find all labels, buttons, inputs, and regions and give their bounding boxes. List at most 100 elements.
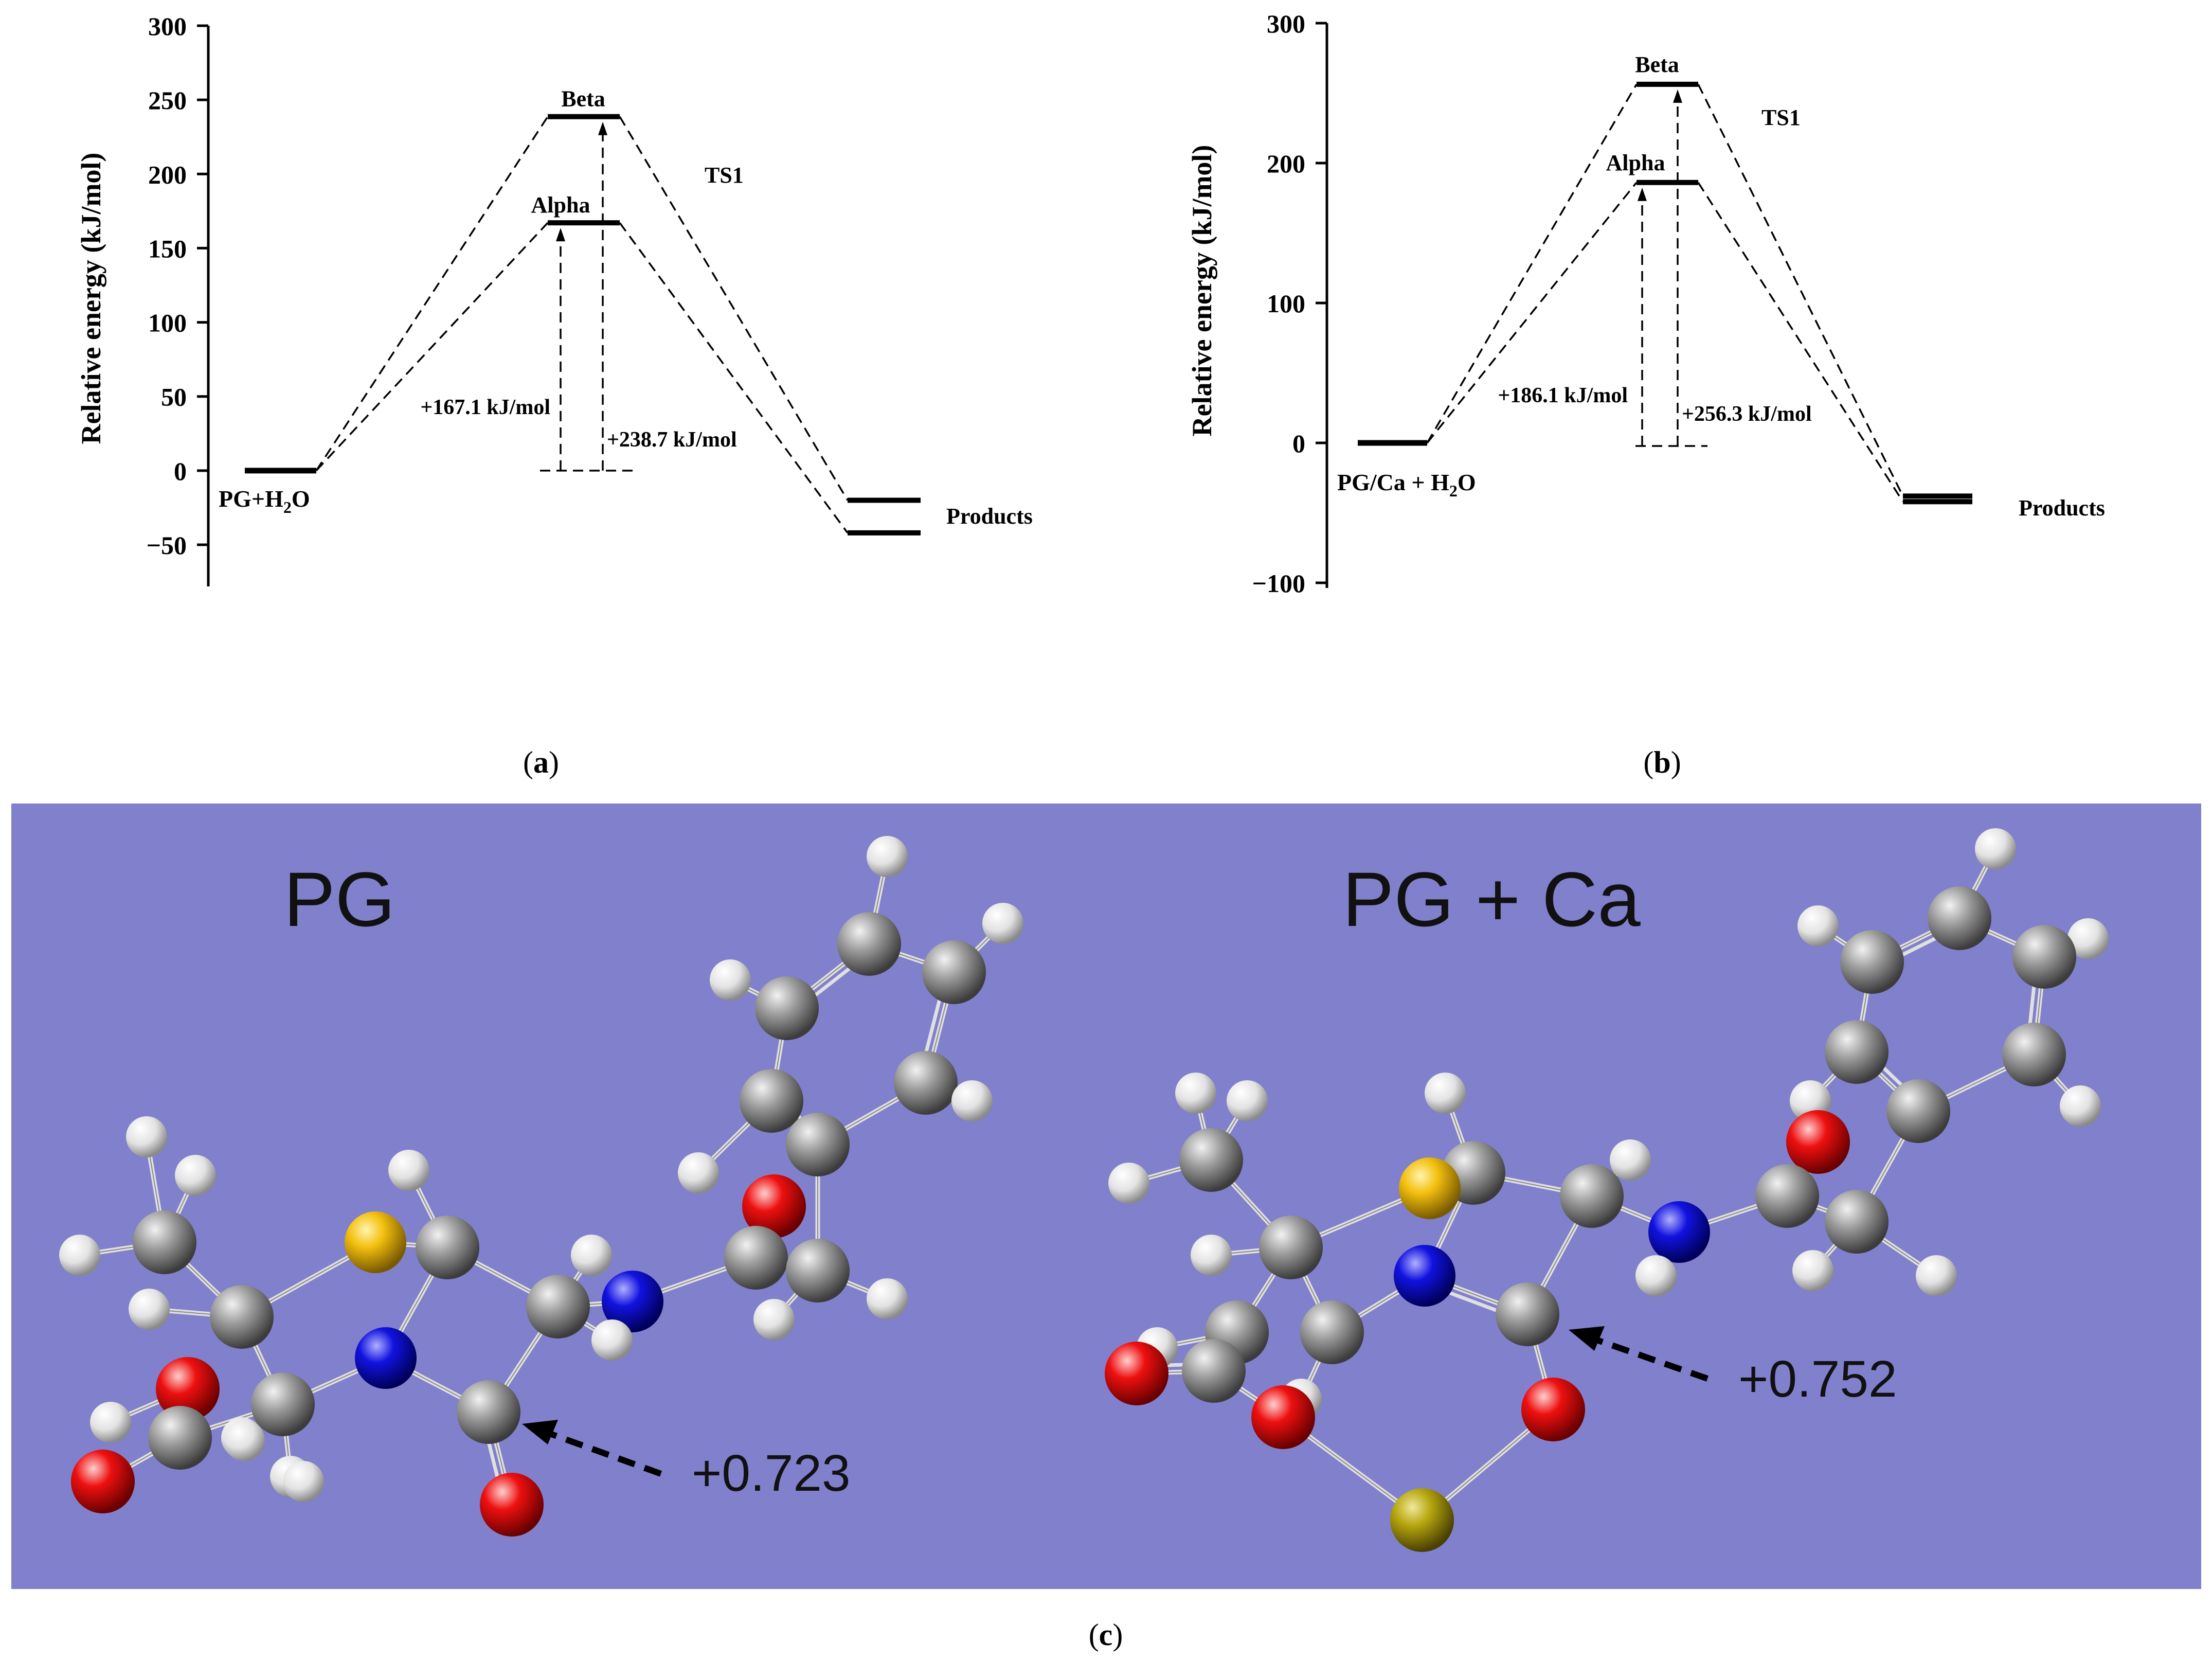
carbon-atom: [1182, 1339, 1246, 1403]
hydrogen-atom: [90, 1402, 131, 1443]
hydrogen-atom: [678, 1152, 719, 1193]
connector-out: [619, 116, 849, 501]
y-axis-label: Relative energy (kJ/mol): [1186, 145, 1217, 437]
hydrogen-atom: [175, 1155, 216, 1196]
hydrogen-atom: [1227, 1080, 1268, 1121]
hydrogen-atom: [388, 1150, 429, 1191]
charge-arrow-right: [1586, 1333, 1709, 1382]
plot-area: PG+H2O Beta Alpha TS1 +167.1 kJ/mol +238.7 kJ…: [219, 86, 1033, 536]
y-tick-label: 100: [148, 309, 187, 337]
carbon-atom: [2002, 1023, 2066, 1086]
oxygen-atom: [1786, 1110, 1850, 1174]
barrier-label-alpha: +167.1 kJ/mol: [420, 396, 550, 419]
charge-arrowhead-right: [1569, 1326, 1605, 1351]
left-charge-label: +0.723: [692, 1444, 851, 1502]
left-molecule-title: PG: [284, 856, 395, 942]
y-tick-label: 0: [1292, 429, 1305, 458]
hydrogen-atom: [224, 1420, 265, 1461]
carbon-atom: [2012, 925, 2076, 989]
carbon-atom: [1179, 1128, 1243, 1192]
barrier-arrowhead: [598, 121, 607, 135]
connector-out: [1697, 84, 1904, 497]
oxygen-atom: [1105, 1342, 1168, 1405]
hydrogen-atom: [867, 836, 908, 877]
carbon-atom: [755, 976, 819, 1040]
hydrogen-atom: [591, 1319, 633, 1361]
nitrogen-atom: [1394, 1245, 1455, 1307]
y-tick-label: 200: [148, 160, 187, 189]
carbon-atom: [1928, 886, 1991, 950]
barrier-arrowhead: [556, 228, 565, 242]
oxygen-atom: [742, 1174, 806, 1238]
y-tick-label: 250: [148, 86, 187, 115]
carbon-atom: [1825, 1020, 1889, 1084]
hydrogen-atom: [1635, 1255, 1677, 1296]
reactant-label: PG+H2O: [219, 486, 310, 516]
carbon-atom: [1496, 1282, 1559, 1346]
sulfur-atom: [345, 1211, 406, 1273]
hydrogen-atom: [951, 1080, 993, 1121]
hydrogen-atom: [867, 1278, 908, 1319]
oxygen-atom: [480, 1473, 544, 1537]
oxygen-atom: [71, 1450, 135, 1513]
energy-diagram-b: Relative energy (kJ/mol) 3002001000−100 …: [1186, 9, 2105, 779]
barrier-label-beta: +238.7 kJ/mol: [607, 428, 737, 452]
y-tick-label: 200: [1267, 149, 1305, 178]
carbon-atom: [148, 1406, 212, 1470]
calcium-atom: [1390, 1488, 1454, 1552]
carbon-atom: [133, 1210, 196, 1274]
hydrogen-atom: [59, 1235, 100, 1276]
products-label: Products: [2019, 495, 2105, 521]
hydrogen-atom: [283, 1461, 324, 1502]
hydrogen-atom: [753, 1299, 795, 1340]
oxygen-atom: [156, 1357, 220, 1421]
hydrogen-atom: [571, 1235, 612, 1276]
carbon-atom: [1300, 1300, 1364, 1364]
ts-name-beta: Beta: [561, 86, 605, 112]
barrier-label-alpha: +186.1 kJ/mol: [1498, 384, 1628, 407]
atoms: [59, 836, 1023, 1537]
atoms: [1105, 828, 2109, 1552]
hydrogen-atom: [1916, 1255, 1957, 1296]
ts-name-beta: Beta: [1635, 52, 1679, 77]
carbon-atom: [457, 1380, 520, 1444]
carbon-atom: [526, 1275, 590, 1338]
molecule-panel: PG PG + Ca +0.723 +0.752: [11, 804, 2201, 1589]
reactant-label: PG/Ca + H2O: [1337, 469, 1476, 500]
charge-arrowhead-left: [522, 1420, 558, 1444]
connector-in: [1426, 182, 1638, 444]
ts-label: TS1: [705, 163, 744, 188]
hydrogen-atom: [1108, 1163, 1149, 1204]
molecule-pg-ca: [1105, 828, 2109, 1552]
barrier-arrowhead: [1638, 187, 1647, 201]
carbon-atom: [837, 912, 901, 976]
hydrogen-atom: [1792, 1250, 1833, 1291]
connector-in: [1426, 83, 1638, 443]
products-label: Products: [946, 504, 1033, 529]
carbon-atom: [740, 1069, 803, 1133]
charge-arrow-left: [538, 1427, 662, 1477]
y-tick-label: −100: [1252, 569, 1306, 598]
carbon-atom: [724, 1226, 788, 1290]
carbon-atom: [894, 1051, 958, 1115]
carbon-atom: [1840, 930, 1904, 994]
hydrogen-atom: [126, 1116, 167, 1157]
y-tick-label: 100: [1267, 289, 1305, 318]
carbon-atom: [1560, 1164, 1624, 1228]
y-axis: 300 200 100 0 −100: [1252, 9, 1328, 598]
nitrogen-atom: [1648, 1201, 1710, 1263]
energy-diagram-a: Relative energy (kJ/mol) 300 250 200 150 100…: [76, 12, 1033, 779]
y-tick-label: 0: [174, 457, 187, 486]
hydrogen-atom: [129, 1289, 170, 1330]
carbon-atom: [1259, 1216, 1323, 1279]
y-tick-label: 150: [148, 234, 187, 263]
barrier-label-beta: +256.3 kJ/mol: [1682, 402, 1812, 426]
panel-label-a: (a): [523, 745, 559, 779]
hydrogen-atom: [2067, 918, 2109, 959]
plot-area: PG/Ca + H2O Beta Alpha TS1 +186.1 kJ/mol +256…: [1337, 52, 2105, 521]
hydrogen-atom: [2060, 1085, 2101, 1127]
hydrogen-atom: [1191, 1235, 1232, 1276]
carbon-atom: [210, 1285, 274, 1349]
nitrogen-atom: [602, 1271, 663, 1332]
